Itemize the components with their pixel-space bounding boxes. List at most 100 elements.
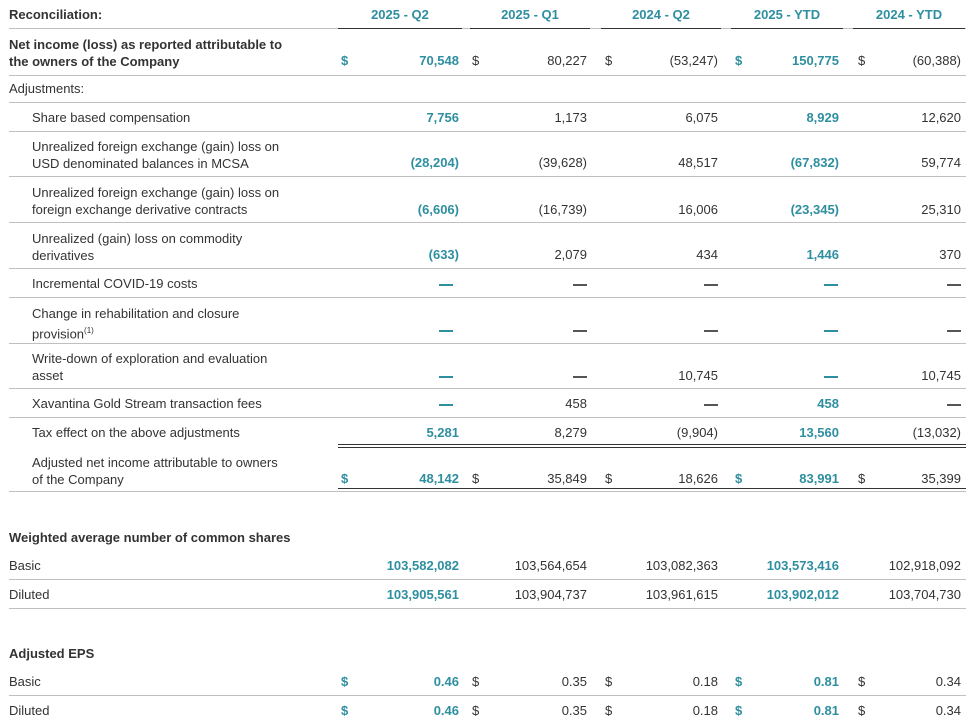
row-label: Net income (loss) as reported attributab… [9,36,309,70]
row-divider [9,297,966,298]
value-2025-q2: 7,756 [426,110,459,125]
value-2024-ytd: 59,774 [921,155,961,170]
footnote-marker: (1) [84,326,94,335]
value-2024-ytd: 0.34 [935,703,961,718]
value-2025-q1: 8,279 [554,425,587,440]
row-divider [9,176,966,177]
row-label: Basic [9,674,41,689]
label-line-1: Unrealized foreign exchange (gain) loss … [32,139,280,154]
label-line-2: derivatives [32,248,95,263]
value-2024-q2: 16,006 [678,202,718,217]
row-label: Adjusted EPS [9,646,95,661]
row-divider [9,579,966,580]
header-rule [731,28,843,29]
value-2025-ytd: 0.81 [813,674,839,689]
column-header-2025-q2: 2025 - Q2 [371,7,429,22]
label-line-1: Net income (loss) as reported attributab… [9,37,283,52]
currency-symbol: $ [735,53,743,68]
row-divider [9,131,966,132]
dash-placeholder-2025-ytd [824,284,838,286]
row-divider [9,102,966,103]
row-divider [9,388,966,389]
value-2024-ytd: 0.34 [935,674,961,689]
value-2025-ytd: 0.81 [813,703,839,718]
value-2024-q2: 434 [696,247,718,262]
currency-symbol: $ [341,703,349,718]
value-2025-ytd: 1,446 [806,247,839,262]
column-header-2024-ytd: 2024 - YTD [875,7,943,22]
label-line-1: Unrealized foreign exchange (gain) loss … [32,185,280,200]
row-label: Tax effect on the above adjustments [32,425,240,440]
dash-placeholder-2024-ytd [947,284,961,286]
row-label: Reconciliation: [9,7,103,22]
row-divider [9,417,966,418]
value-2025-ytd: 103,573,416 [766,558,839,573]
value-2025-q2: 103,582,082 [386,558,459,573]
dash-placeholder-2024-q2 [704,404,718,406]
label-line-1: Change in rehabilitation and closure [32,306,240,321]
currency-symbol: $ [605,53,613,68]
currency-symbol: $ [605,703,613,718]
currency-symbol: $ [858,703,866,718]
dash-placeholder-2025-q2 [439,330,453,332]
currency-symbol: $ [858,471,866,486]
value-2025-q1: (39,628) [538,155,587,170]
value-2025-q1: 80,227 [547,53,587,68]
column-header-2025-ytd: 2025 - YTD [753,7,821,22]
dash-placeholder-2024-ytd [947,404,961,406]
value-2024-ytd: 35,399 [921,471,961,486]
row-label: Unrealized foreign exchange (gain) loss … [32,184,332,218]
currency-symbol: $ [472,471,480,486]
value-2024-ytd: 25,310 [921,202,961,217]
value-2025-ytd: (67,832) [790,155,839,170]
row-divider [9,695,966,696]
dash-placeholder-2025-ytd [824,330,838,332]
value-2025-q1: 103,564,654 [514,558,587,573]
currency-symbol: $ [858,53,866,68]
value-2024-q2: 103,082,363 [645,558,718,573]
value-2025-q1: 35,849 [547,471,587,486]
value-2025-ytd: 13,560 [799,425,839,440]
value-2024-ytd: 10,745 [921,368,961,383]
column-header-2024-q2: 2024 - Q2 [632,7,690,22]
header-rule [470,28,590,29]
value-2025-q1: 1,173 [554,110,587,125]
dash-placeholder-2025-q2 [439,404,453,406]
value-2025-q2: (633) [428,247,459,262]
dash-placeholder-2024-ytd [947,330,961,332]
value-2024-ytd: 103,704,730 [888,587,961,602]
row-label: Xavantina Gold Stream transaction fees [32,396,262,411]
row-label: Write-down of exploration and evaluation… [32,350,332,384]
value-2024-q2: 10,745 [678,368,718,383]
row-label: Diluted [9,703,50,718]
value-2024-q2: 18,626 [678,471,718,486]
value-2025-q2: (28,204) [410,155,459,170]
dash-placeholder-2025-ytd [824,376,838,378]
label-line-2: the owners of the Company [9,54,180,69]
value-2025-q2: 70,548 [419,53,459,68]
value-2024-ytd: (60,388) [912,53,961,68]
dash-placeholder-2025-q1 [573,284,587,286]
label-line-2: of the Company [32,472,124,487]
currency-symbol: $ [472,703,480,718]
label-line-2: provision [32,326,85,342]
row-label: Basic [9,558,41,573]
value-2024-q2: (9,904) [676,425,718,440]
row-label: Unrealized (gain) loss on commodity deriv… [32,230,332,264]
value-2025-ytd: 8,929 [806,110,839,125]
row-divider [9,608,966,609]
currency-symbol: $ [735,674,743,689]
row-label: Incremental COVID-19 costs [32,276,198,291]
row-divider [9,491,966,492]
dash-placeholder-2024-q2 [704,330,718,332]
header-rule [601,28,721,29]
currency-symbol: $ [605,674,613,689]
value-2025-q1: 103,904,737 [514,587,587,602]
value-2025-ytd: (23,345) [790,202,839,217]
currency-symbol: $ [341,53,349,68]
value-2025-q2: 5,281 [426,425,459,440]
value-2024-q2: 6,075 [685,110,718,125]
row-divider [9,268,966,269]
row-divider [338,488,966,489]
value-2025-ytd: 150,775 [792,53,839,68]
